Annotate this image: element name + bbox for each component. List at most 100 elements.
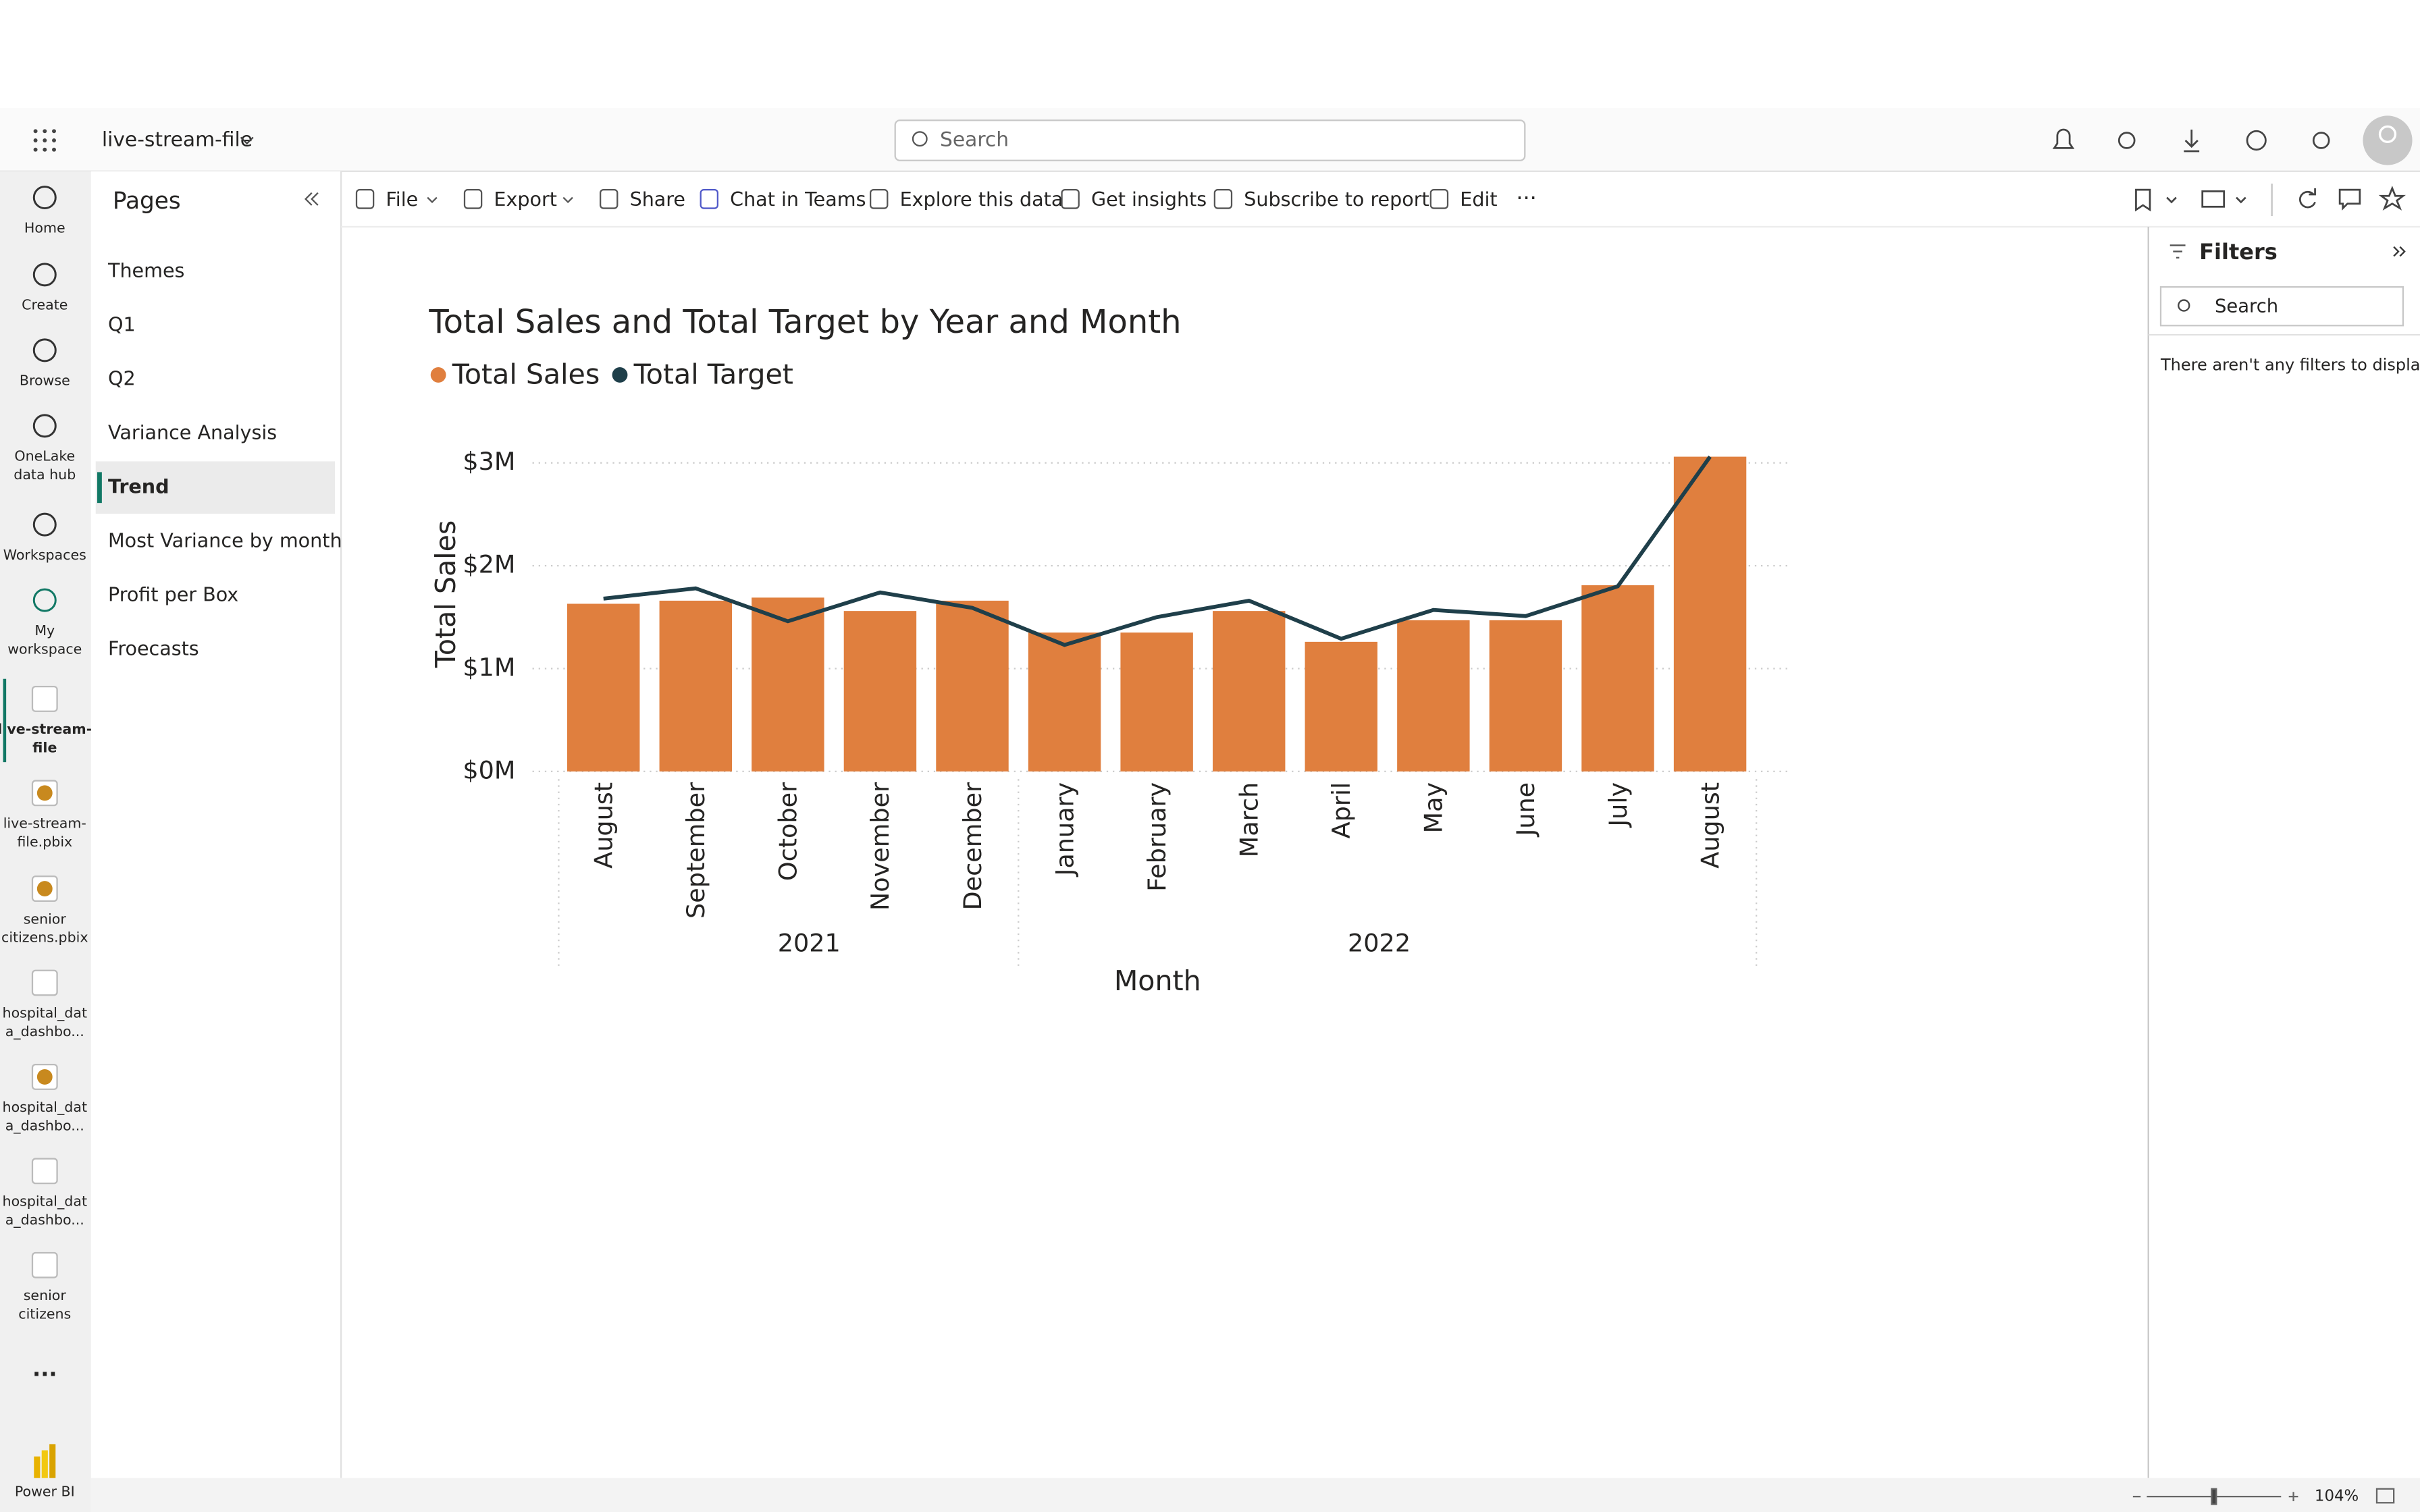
nav-label[interactable]: live-stream- — [0, 721, 92, 737]
zoom-level: 104% — [2315, 1488, 2359, 1505]
nav-icon[interactable] — [32, 186, 57, 210]
page-item[interactable]: Themes — [107, 259, 184, 281]
toolbar-button[interactable]: Edit — [1460, 188, 1497, 211]
bar — [1397, 620, 1470, 772]
nav-more[interactable]: ... — [32, 1356, 57, 1382]
header-icons[interactable] — [2052, 128, 2330, 153]
nav-label[interactable]: hospital_dat — [3, 1099, 87, 1116]
left-nav — [0, 171, 91, 1512]
nav-label[interactable]: Browse — [20, 373, 70, 389]
nav-label[interactable]: a_dashbo... — [5, 1023, 84, 1040]
toolbar-button[interactable]: File — [386, 188, 418, 211]
nav-label[interactable]: Workspaces — [3, 547, 86, 563]
bar — [936, 600, 1009, 772]
x-tick-label: April — [1327, 782, 1356, 839]
nav-label[interactable]: senior — [24, 911, 67, 927]
y-tick-label: $1M — [463, 653, 515, 682]
toolbar-button[interactable]: Chat in Teams — [730, 188, 866, 211]
nav-label[interactable]: data hub — [14, 466, 76, 483]
nav-icon[interactable] — [32, 512, 57, 537]
x-tick-label: September — [681, 782, 710, 919]
nav-label[interactable]: Home — [24, 219, 65, 236]
y-tick-label: $0M — [463, 755, 515, 784]
page-item[interactable]: Most Variance by month — [108, 529, 342, 551]
status-bar — [90, 1478, 2420, 1512]
page-item[interactable]: Variance Analysis — [108, 421, 277, 443]
nav-icon[interactable] — [31, 969, 58, 996]
filters-expand[interactable] — [2393, 246, 2406, 257]
nav-icon-badge — [36, 785, 53, 801]
nav-label[interactable]: live-stream- — [3, 815, 86, 832]
pages-title: Pages — [113, 188, 181, 215]
chevron — [240, 136, 254, 145]
toolbar-icon — [1429, 189, 1449, 209]
nav-icon[interactable] — [31, 685, 58, 712]
toolbar-icon — [1061, 189, 1080, 209]
x-tick-label: December — [958, 782, 987, 911]
filters-search[interactable] — [2159, 286, 2404, 327]
filters-search-icon — [2178, 299, 2190, 312]
bar — [752, 597, 824, 772]
nav-label[interactable]: hospital_dat — [3, 1193, 87, 1210]
bar — [843, 611, 917, 772]
target-line — [603, 455, 1712, 647]
nav-label[interactable]: My — [34, 622, 55, 639]
powerbi-logo — [34, 1444, 56, 1478]
toolbar-button[interactable]: Get insights — [1091, 188, 1207, 211]
filters-title: Filters — [2199, 239, 2278, 265]
nav-label[interactable]: hospital_dat — [3, 1005, 87, 1022]
workspace-name[interactable]: live-stream-file — [102, 128, 253, 152]
page-selected-bar — [97, 472, 102, 504]
page-selected-bg — [95, 461, 335, 514]
app-name: Power BI — [15, 1483, 75, 1499]
x-tick-label: June — [1511, 782, 1540, 838]
nav-label[interactable]: citizens — [18, 1305, 71, 1322]
group-label: 2022 — [1348, 928, 1411, 957]
toolbar-icon — [700, 189, 718, 209]
nav-label[interactable]: Create — [22, 297, 68, 313]
nav-icon[interactable] — [31, 1158, 58, 1185]
nav-label[interactable]: file — [32, 740, 57, 756]
nav-label[interactable]: senior — [24, 1287, 67, 1303]
avatar[interactable] — [2363, 115, 2413, 165]
page-list: Themes Q1 Q2 Variance Analysis Trend Most Var… — [95, 259, 342, 659]
toolbar-more[interactable]: ··· — [1516, 185, 1537, 211]
nav-label[interactable]: OneLake — [14, 448, 75, 464]
zoom-slider[interactable] — [2132, 1488, 2298, 1505]
nav-label[interactable]: citizens.pbix — [1, 929, 88, 946]
toolbar-button[interactable]: Export — [494, 188, 557, 211]
nav-icon[interactable] — [32, 414, 57, 438]
nav-icon[interactable] — [32, 588, 57, 612]
page-item[interactable]: Trend — [108, 475, 169, 497]
collapse-icon[interactable] — [304, 192, 319, 206]
toolbar-button[interactable]: Subscribe to report — [1244, 188, 1429, 211]
apps-icon[interactable] — [33, 129, 56, 152]
nav-label[interactable]: file.pbix — [17, 834, 72, 850]
nav-icon[interactable] — [32, 338, 57, 362]
nav-label[interactable]: workspace — [7, 641, 82, 657]
x-tick-label: February — [1142, 782, 1172, 892]
nav-label[interactable]: a_dashbo... — [5, 1118, 84, 1135]
bar — [659, 600, 732, 772]
nav-label[interactable]: a_dashbo... — [5, 1212, 84, 1228]
toolbar-button[interactable]: Explore this data — [900, 188, 1063, 211]
toolbar: File Export Share Chat in Teams Explore this… — [355, 188, 1498, 211]
chart: Total Sales and Total Target by Year and… — [428, 303, 1787, 997]
legend-marker — [430, 367, 446, 383]
page-item[interactable]: Profit per Box — [108, 583, 238, 605]
page-item[interactable]: Q2 — [108, 367, 136, 389]
page-item[interactable]: Froecasts — [108, 637, 199, 659]
page-item[interactable]: Q1 — [108, 313, 136, 335]
x-tick-label: March — [1235, 782, 1264, 857]
fit-icon[interactable] — [2375, 1488, 2395, 1504]
toolbar-right-icons[interactable] — [2135, 184, 2406, 216]
bar — [1581, 585, 1654, 772]
nav-icon[interactable] — [31, 1251, 58, 1278]
bar — [1673, 456, 1747, 772]
search-box[interactable] — [894, 119, 1526, 161]
group-label: 2021 — [778, 928, 841, 957]
nav-icon[interactable] — [32, 263, 57, 287]
search-icon — [912, 131, 928, 147]
toolbar-button[interactable]: Share — [630, 188, 685, 211]
